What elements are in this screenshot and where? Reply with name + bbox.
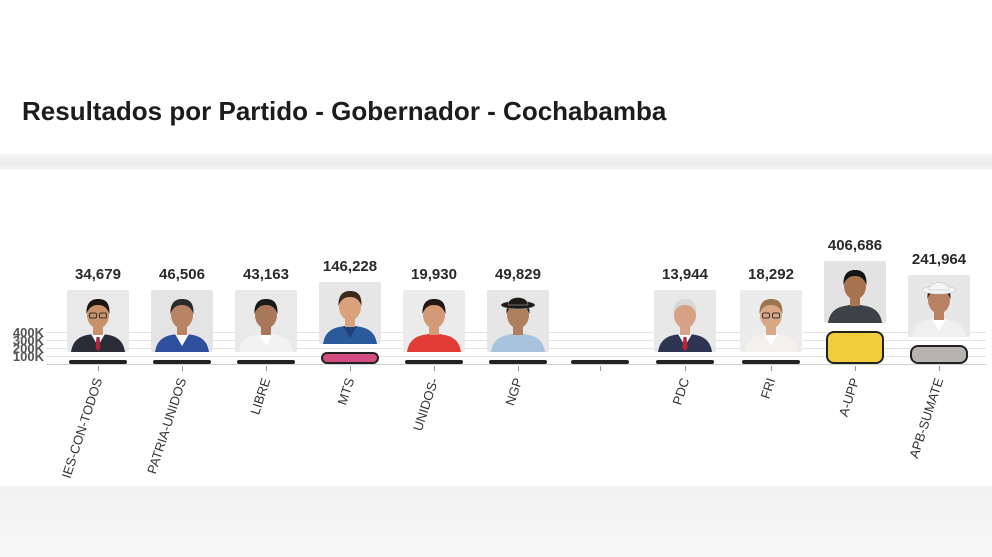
bar[interactable] xyxy=(237,360,295,364)
data-label: 146,228 xyxy=(322,258,378,276)
candidate-photo xyxy=(235,290,297,352)
x-tick xyxy=(685,366,686,371)
x-tick-label: FRI xyxy=(757,376,779,401)
x-tick-label: MTS xyxy=(334,376,358,407)
bar[interactable] xyxy=(69,360,127,364)
data-label: 49,829 xyxy=(495,266,541,283)
bar[interactable] xyxy=(405,360,463,364)
x-tick xyxy=(182,366,183,371)
data-label: 13,944 xyxy=(662,266,708,283)
x-axis-line xyxy=(46,364,986,365)
candidate-photo xyxy=(67,290,129,352)
x-tick xyxy=(350,366,351,371)
x-tick xyxy=(518,366,519,371)
footer-band xyxy=(0,486,992,557)
y-tick-label: 400K xyxy=(12,325,44,340)
x-tick xyxy=(98,366,99,371)
data-label: 46,506 xyxy=(159,266,205,283)
data-label: 406,686 xyxy=(827,237,883,255)
x-tick-label: A-UPP xyxy=(835,376,863,419)
candidate-photo xyxy=(487,290,549,352)
x-tick xyxy=(855,366,856,371)
x-tick-label: PDC xyxy=(669,376,693,407)
candidate-photo xyxy=(908,274,970,337)
x-tick-label: LIBRE xyxy=(247,376,274,417)
y-tick-label: 200K xyxy=(12,341,44,356)
data-label: 241,964 xyxy=(911,250,967,268)
x-tick-label: PATRIA-UNIDOS xyxy=(144,376,190,476)
data-label: 43,163 xyxy=(243,266,289,283)
bar[interactable] xyxy=(910,344,968,364)
data-label: 34,679 xyxy=(75,266,121,283)
data-label: 18,292 xyxy=(748,266,794,283)
candidate-photo xyxy=(151,290,213,352)
x-tick-label: UNIDOS- xyxy=(410,376,442,433)
bar[interactable] xyxy=(742,360,800,364)
candidate-photo xyxy=(654,290,716,352)
candidate-photo xyxy=(403,290,465,352)
bar[interactable] xyxy=(571,360,629,364)
chart-title: Resultados por Partido - Gobernador - Co… xyxy=(22,96,667,126)
gridline xyxy=(46,356,986,357)
y-tick-label: 300K xyxy=(12,333,44,348)
x-tick-label: APB-SUMATE xyxy=(906,376,947,461)
data-label: 19,930 xyxy=(411,266,457,283)
x-tick xyxy=(600,366,601,371)
x-tick-label: IES-CON-TODOS xyxy=(58,376,106,481)
bar[interactable] xyxy=(656,360,714,364)
candidate-photo xyxy=(740,290,802,352)
x-tick xyxy=(771,366,772,371)
bar[interactable] xyxy=(153,360,211,364)
header-divider xyxy=(0,154,992,170)
y-tick-label: 100K xyxy=(12,349,44,364)
bar[interactable] xyxy=(321,352,379,364)
x-tick xyxy=(939,366,940,371)
candidate-photo xyxy=(824,261,886,324)
bar[interactable] xyxy=(826,331,884,364)
bar-chart: 100K 200K 300K 400K 34,679 IES-CON-TODOS 46,50… xyxy=(0,170,992,486)
candidate-photo xyxy=(319,282,381,345)
x-tick xyxy=(434,366,435,371)
bar[interactable] xyxy=(489,360,547,364)
x-tick-label: NGP xyxy=(502,376,526,408)
x-tick xyxy=(266,366,267,371)
